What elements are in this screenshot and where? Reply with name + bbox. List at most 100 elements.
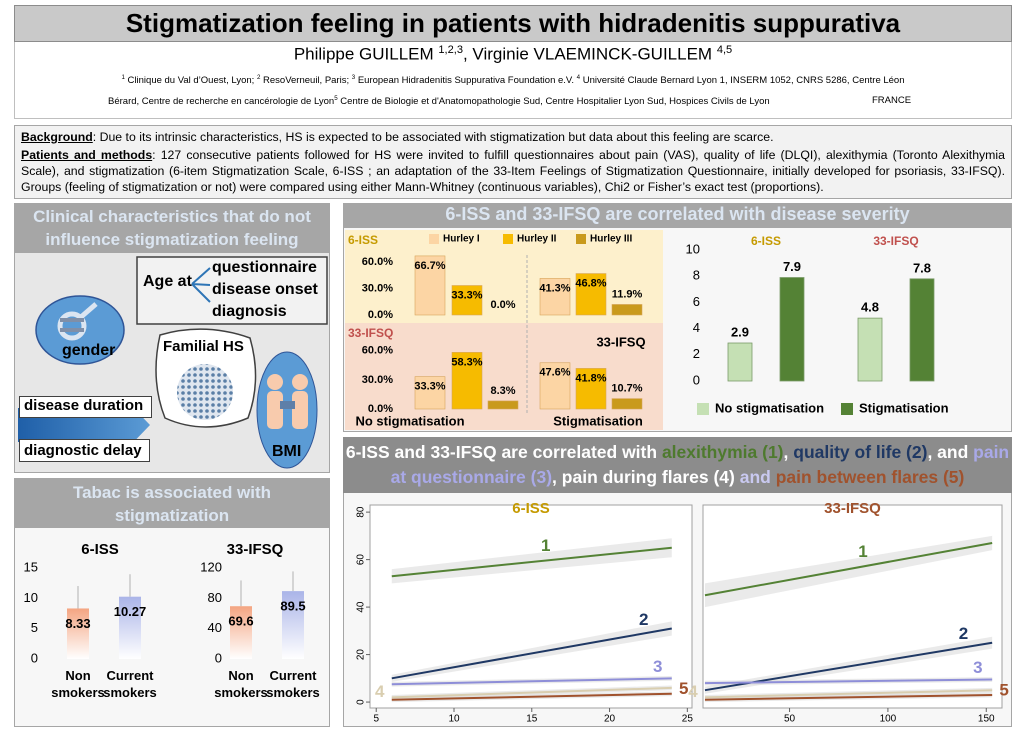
panel-header: Tabac is associated with stigmatization (14, 478, 330, 528)
bar (230, 606, 252, 659)
value-label: 58.3% (451, 356, 482, 368)
bmi-figure (292, 391, 308, 429)
y-tick-label: 0 (693, 372, 700, 387)
confidence-band (704, 636, 993, 694)
value-label: 33.3% (451, 289, 482, 301)
y-tick-label: 80 (208, 590, 222, 605)
bmi-figure (267, 391, 283, 429)
affiliations: Bérard, Centre de recherche en cancérolo… (108, 95, 908, 107)
clinical-item: Age at (143, 273, 192, 290)
y-tick-label: 30.0% (362, 374, 393, 386)
line-label: 2 (959, 624, 968, 643)
bmi-figure (267, 374, 283, 390)
label-line: smokers (214, 685, 267, 700)
category-label: Stigmatisation (553, 413, 643, 428)
superscript: 1,2,3 (438, 44, 463, 56)
legend-label: Hurley III (590, 234, 632, 245)
paragraph-heading: Background (21, 130, 93, 144)
value-label: 41.8% (575, 372, 606, 384)
clinical-item: questionnaire (212, 259, 317, 276)
superscript: 5 (334, 95, 338, 102)
value-label: 8.3% (490, 385, 515, 397)
paragraph-text: : Due to its intrinsic characteristics, … (92, 130, 774, 144)
superscript: 4 (576, 74, 581, 81)
bar (539, 362, 571, 410)
value-label: 47.6% (539, 367, 570, 379)
text-run: alexithymia (1) (661, 442, 784, 462)
clinical-item: diagnosis (212, 303, 287, 320)
bar (857, 317, 883, 382)
paragraph: Background: Due to its intrinsic charact… (21, 129, 1005, 145)
text-run: , (783, 442, 794, 462)
y-tick-label: 4 (693, 320, 700, 335)
value-label: 66.7% (414, 260, 445, 272)
text-run: , and (927, 442, 974, 462)
line-label: 1 (541, 536, 550, 555)
bar (611, 398, 643, 410)
category-label: Current smokers (103, 668, 156, 700)
x-tick-label: 15 (526, 714, 538, 725)
text-run: ResoVerneuil, Paris; (260, 75, 352, 87)
value-label: 89.5 (280, 599, 305, 614)
line-label: 1 (858, 542, 867, 561)
gender-symbol (57, 311, 87, 341)
text-run: pain during flares (4) (561, 467, 735, 487)
y-tick-label: 40 (356, 601, 367, 613)
x-tick-label: 100 (880, 714, 897, 725)
line-label: 3 (653, 657, 662, 676)
legend-swatch (429, 234, 439, 244)
regression-line (391, 546, 672, 578)
y-tick-label: 2 (693, 346, 700, 361)
bar (414, 376, 446, 410)
annotation: 33-IFSQ (596, 334, 645, 349)
category-label: Non smokers (214, 668, 267, 700)
regression-line (704, 678, 993, 685)
line-label: 4 (375, 682, 385, 701)
x-tick-label: 25 (682, 714, 694, 725)
chart-title: 6-ISS (512, 500, 550, 517)
value-label: 69.6 (228, 614, 253, 629)
bar (575, 273, 607, 316)
bar (414, 255, 446, 316)
bmi-figure (292, 374, 308, 390)
text-run: pain between flares (5) (775, 467, 965, 487)
line-label: 5 (679, 679, 688, 698)
label-line: smokers (51, 685, 104, 700)
bmi-figure (280, 401, 295, 409)
label-line: Non (228, 668, 253, 683)
y-tick-label: 40 (208, 620, 222, 635)
line-label: 5 (999, 680, 1008, 699)
row-background (345, 230, 663, 323)
value-label: 41.3% (539, 282, 570, 294)
text-run: and (734, 467, 776, 487)
panel-header: Clinical characteristics that do not inf… (14, 203, 330, 253)
y-tick-label: 120 (200, 559, 222, 574)
regression-line (391, 686, 672, 699)
value-label: 10.7% (611, 383, 642, 395)
line-label: 4 (688, 682, 698, 701)
value-label: 10.27 (114, 604, 147, 619)
chart-title: 6-ISS (81, 541, 119, 558)
clinical-item: diagnostic delay (19, 439, 150, 462)
regression-line (391, 692, 672, 701)
bar (451, 285, 483, 316)
text-run: Clinique du Val d’Ouest, Lyon; (124, 75, 257, 87)
x-tick-label: 50 (784, 714, 796, 725)
confidence-band (704, 535, 993, 608)
line-label: 2 (639, 610, 648, 629)
clinical-item: disease onset (212, 281, 318, 298)
y-tick-label: 60.0% (362, 256, 393, 268)
y-tick-label: 60.0% (362, 345, 393, 357)
legend-swatch (697, 403, 709, 415)
value-label: 11.9% (612, 288, 643, 300)
label-line: smokers (103, 685, 156, 700)
value-label: 33.3% (414, 381, 445, 393)
text-run: Philippe GUILLEM (293, 44, 439, 64)
label-line: Current (270, 668, 318, 683)
y-tick-label: 60 (356, 554, 367, 566)
superscript: 4,5 (716, 44, 733, 56)
text-run: Centre de Biologie et d'Anatomopathologi… (337, 96, 770, 108)
bar (119, 596, 141, 659)
